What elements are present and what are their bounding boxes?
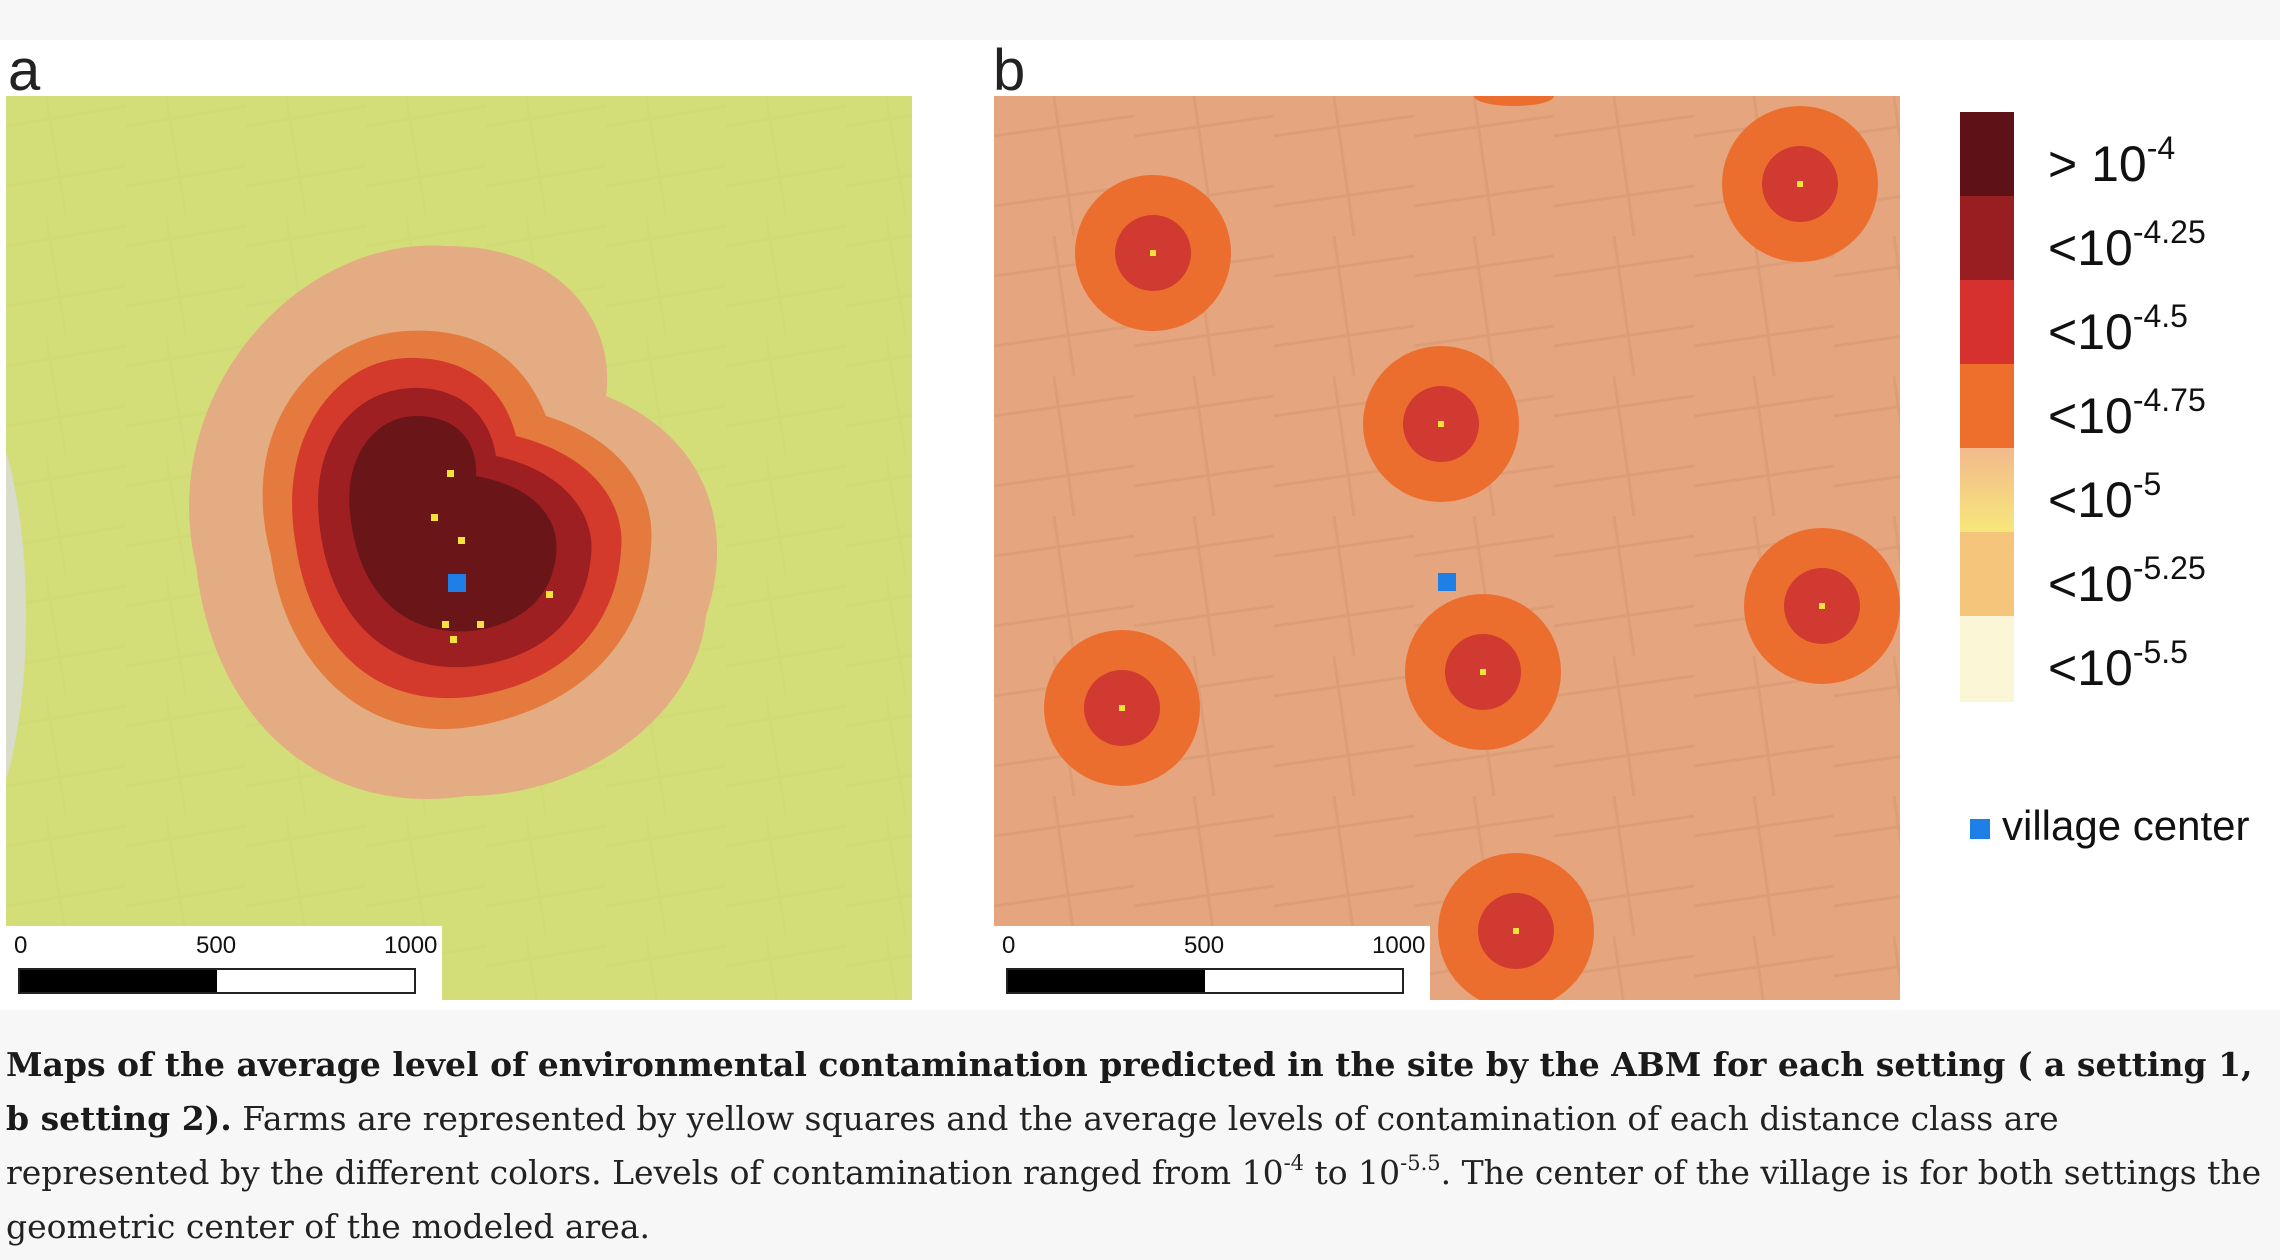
caption-text-2: to 10	[1304, 1153, 1401, 1192]
legend-swatch-6	[1960, 532, 2014, 616]
legend-label-1: > 10-4	[2048, 130, 2176, 192]
scale-bar-b: 0 500 1000	[994, 926, 1430, 1000]
caption-exp-1: -4	[1283, 1151, 1305, 1175]
scale-tick-1000: 1000	[384, 932, 438, 959]
caption-text-1: Farms are represented by yellow squares …	[6, 1099, 2059, 1192]
caption-exp-2: -5.5	[1400, 1151, 1441, 1175]
scale-tick-500: 500	[196, 932, 237, 959]
figure: a	[0, 40, 2280, 1010]
legend-label-5: <10-5	[2048, 466, 2162, 528]
village-center-legend-label: village center	[2002, 802, 2250, 849]
figure-caption: Maps of the average level of environment…	[6, 1038, 2266, 1254]
legend-swatch-7	[1960, 616, 2014, 702]
scale-bar-a: 0 500 1000	[6, 926, 442, 1000]
village-center-legend-icon	[1970, 819, 1990, 839]
legend-swatch-4	[1960, 364, 2014, 448]
panel-a-label: a	[8, 38, 41, 103]
map-panel-b: 0 500 1000	[994, 96, 1900, 1000]
legend-label-3: <10-4.5	[2048, 298, 2188, 360]
scale-tick-0: 0	[14, 932, 28, 959]
scale-tick-0: 0	[1002, 932, 1016, 959]
caption-title: Maps of the average level of environment…	[6, 1045, 2253, 1138]
legend-label-7: <10-5.5	[2048, 634, 2188, 696]
scale-tick-1000: 1000	[1372, 932, 1426, 959]
legend-swatch-2	[1960, 196, 2014, 280]
legend-swatch-5	[1960, 448, 2014, 532]
village-center-marker-b	[1438, 573, 1456, 591]
village-center-marker-a	[448, 574, 466, 592]
caption-text-3: . The center of the village is for both …	[6, 1153, 2262, 1246]
legend-label-2: <10-4.25	[2048, 214, 2206, 276]
panel-b-label: b	[993, 38, 1026, 103]
legend-swatch-3	[1960, 280, 2014, 364]
map-panel-a: 0 500 1000	[6, 96, 912, 1000]
scale-tick-500: 500	[1184, 932, 1225, 959]
legend-label-4: <10-4.75	[2048, 382, 2206, 444]
legend-label-6: <10-5.25	[2048, 550, 2206, 612]
legend-swatch-1	[1960, 112, 2014, 196]
legend: > 10-4 <10-4.25 <10-4.5 <10-4.75 <10-5 <…	[1960, 112, 2280, 912]
